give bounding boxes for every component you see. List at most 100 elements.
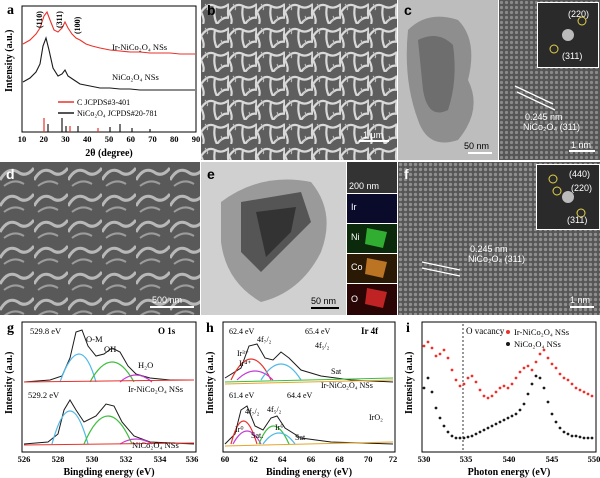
c-right-scale-text: 1 nm — [571, 140, 592, 150]
i-point-ir — [542, 348, 546, 352]
a-xtick: 70 — [148, 134, 157, 144]
i-point-nico — [522, 402, 526, 406]
i-point-nico — [534, 374, 538, 378]
panel-label-a: a — [7, 3, 14, 18]
c-hrtem-image: (220) (311) 0.245 nm NiCo₂O₄ (311) 1 nm — [499, 0, 600, 160]
e-map-haadf: 200 nm — [347, 162, 397, 193]
a-xtick: 90 — [192, 134, 200, 144]
i-point-ir — [510, 382, 514, 386]
i-xlabel: Photon energy (eV) — [468, 467, 551, 478]
e-scale-text: 50 nm — [311, 296, 337, 306]
i-point-nico — [538, 376, 542, 380]
i-point-nico — [458, 436, 462, 440]
f-scale-text: 1 nm — [570, 295, 591, 305]
i-point-nico — [530, 382, 534, 386]
c-tem-image — [398, 0, 498, 160]
a-peak-label: (100) — [73, 16, 82, 34]
h-ylabel: Intensity (a.u.) — [205, 351, 216, 414]
h-xtick: 60 — [221, 454, 230, 464]
i-point-ir — [470, 374, 474, 378]
g-xtick: 534 — [154, 454, 168, 464]
i-point-ir — [554, 366, 558, 370]
b-scale-bar — [359, 140, 389, 142]
i-point-nico — [542, 386, 546, 390]
i-point-ir — [478, 388, 482, 392]
i-point-ir — [526, 364, 530, 368]
e-map-o-label: O — [351, 294, 359, 304]
i-point-nico — [454, 436, 458, 440]
f-fft-inset: (440) (220) (311) — [536, 164, 600, 230]
i-xtick: 545 — [546, 454, 559, 464]
g-peak-label: 529.2 eV — [28, 390, 60, 400]
a-xtick: 30 — [61, 134, 70, 144]
i-point-nico — [482, 428, 486, 432]
i-point-nico — [470, 434, 474, 438]
h-bottom-label: 64.4 eV — [287, 391, 313, 400]
d-scale-text: 500 nm — [152, 295, 183, 305]
panel-label-c: c — [404, 2, 412, 18]
i-point-nico — [590, 436, 594, 440]
h-top-label: 62.4 eV — [229, 327, 255, 336]
a-legend-ref-nico: NiCo₂O₄ JCPDS#20-781 — [77, 109, 157, 118]
f-fft-220: (220) — [571, 183, 593, 193]
c-lattice-spacing: 0.245 nm — [525, 112, 563, 122]
i-point-ir — [562, 376, 566, 380]
e-map-o: O — [347, 284, 397, 315]
i-point-nico — [526, 392, 530, 396]
i-point-nico — [546, 400, 550, 404]
f-lattice-plane: NiCo₂O₄ (311) — [468, 254, 526, 264]
i-point-ir — [506, 386, 510, 390]
g-peak-label: H₂O — [138, 360, 153, 370]
h-xtick: 70 — [364, 454, 373, 464]
h-top-label: 65.4 eV — [305, 327, 331, 336]
g-xtick: 528 — [52, 454, 65, 464]
i-point-ir — [574, 386, 578, 390]
i-point-nico — [446, 430, 450, 434]
e-map-co: Co — [347, 254, 397, 283]
i-point-ir — [430, 346, 434, 350]
a-xtick: 10 — [18, 134, 27, 144]
panel-c-tem: (220) (311) 0.245 nm NiCo₂O₄ (311) 1 nm … — [398, 0, 600, 160]
f-fft-440: (440) — [569, 169, 591, 179]
i-xtick: 550 — [588, 454, 600, 464]
panel-e-tem-eds: e 50 nm 200 nm Ir Ni Co O — [201, 162, 397, 315]
i-point-nico — [586, 436, 590, 440]
e-map-ir-label: Ir — [351, 202, 357, 212]
i-point-ir — [530, 368, 534, 372]
panel-label-g: g — [7, 321, 14, 336]
c-left-scale-bar — [468, 152, 492, 154]
i-point-nico — [566, 432, 570, 436]
e-map-co-label: Co — [351, 262, 363, 272]
panel-label-i: i — [406, 321, 410, 336]
i-point-ir — [550, 362, 554, 366]
h-xtick: 72 — [389, 454, 398, 464]
g-peak-label: OH — [104, 344, 116, 354]
g-xtick: 530 — [86, 454, 99, 464]
i-point-ir — [474, 380, 478, 384]
g-xtick: 526 — [18, 454, 31, 464]
g-xtick: 532 — [120, 454, 133, 464]
i-point-ir — [446, 356, 450, 360]
i-point-nico — [582, 436, 586, 440]
h-xtick: 66 — [307, 454, 316, 464]
a-series-nico: NiCo₂O₄ NSs — [112, 72, 159, 82]
c-fft-inset: (220) (311) — [537, 2, 599, 68]
h-title: Ir 4f — [361, 326, 379, 336]
e-map-ni: Ni — [347, 224, 397, 253]
i-point-ir — [426, 340, 430, 344]
i-point-nico — [502, 418, 506, 422]
i-legend-nico: NiCo₂O₄ NSs — [514, 339, 561, 349]
i-point-ir — [434, 354, 438, 358]
h-bottom-label: 61.4 eV — [229, 391, 255, 400]
a-xtick: 40 — [83, 134, 92, 144]
f-fft-311: (311) — [567, 215, 588, 225]
panel-g-xps-o1s: g Intensity (a.u.) O 1s 529.8 eV O-M OH … — [0, 318, 200, 478]
i-point-nico — [442, 424, 446, 428]
a-legend-ref-c: C JCPDS#3-401 — [77, 98, 130, 107]
h-top-label: Sat — [331, 367, 342, 376]
panel-label-e: e — [207, 166, 215, 182]
a-xtick: 80 — [170, 134, 179, 144]
i-xtick: 535 — [460, 454, 473, 464]
h-bottom-label: Sat. — [251, 431, 263, 440]
c-lattice-plane: NiCo₂O₄ (311) — [523, 122, 581, 132]
